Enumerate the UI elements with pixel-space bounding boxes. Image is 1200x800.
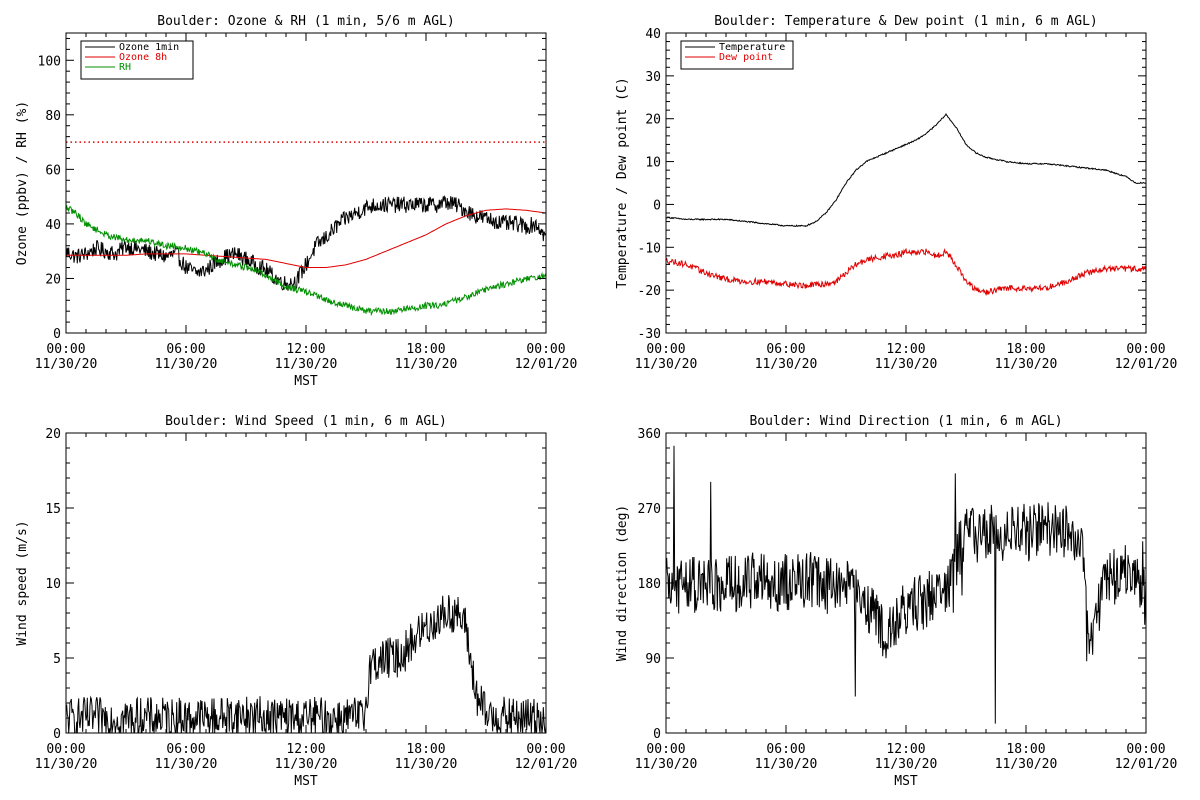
- y-tick-label: 20: [45, 272, 61, 287]
- series-line-dew-point: [666, 247, 1146, 297]
- y-tick-label: 0: [53, 727, 61, 742]
- x-tick-label: 12/01/20: [515, 757, 578, 772]
- x-tick-label: 18:00: [406, 742, 445, 757]
- y-tick-label: 40: [645, 27, 661, 42]
- y-tick-label: 90: [645, 652, 661, 667]
- x-tick-label: 12:00: [886, 342, 925, 357]
- series-line-trace: [66, 595, 546, 733]
- x-tick-label: 18:00: [1006, 742, 1045, 757]
- legend-entry: Ozone 1min: [119, 42, 179, 53]
- legend-entry: Temperature: [719, 42, 785, 53]
- x-tick-label: 11/30/20: [755, 757, 818, 772]
- legend-entry: Ozone 8h: [119, 52, 167, 63]
- x-axis-label: MST: [894, 774, 918, 789]
- y-axis-label: Ozone (ppbv) / RH (%): [15, 101, 30, 265]
- y-tick-label: 30: [645, 70, 661, 85]
- x-tick-label: 11/30/20: [875, 757, 938, 772]
- y-tick-label: 10: [45, 577, 61, 592]
- y-tick-label: 15: [45, 502, 61, 517]
- y-tick-label: 100: [38, 54, 61, 69]
- x-tick-label: 12/01/20: [515, 357, 578, 372]
- y-tick-label: 20: [645, 113, 661, 128]
- x-tick-label: 11/30/20: [635, 357, 698, 372]
- x-tick-label: 00:00: [646, 342, 685, 357]
- y-tick-label: 0: [53, 327, 61, 342]
- series-line-rh: [66, 204, 546, 317]
- x-tick-label: 11/30/20: [995, 357, 1058, 372]
- y-tick-label: -30: [638, 327, 661, 342]
- y-axis-label: Wind direction (deg): [615, 505, 630, 662]
- y-tick-label: -10: [638, 241, 661, 256]
- y-tick-label: 20: [45, 427, 61, 442]
- y-tick-label: 180: [638, 577, 661, 592]
- x-tick-label: 06:00: [166, 742, 205, 757]
- y-tick-label: 0: [653, 727, 661, 742]
- series-line-ozone-1min: [66, 194, 546, 291]
- chart-panel-ozone-rh: Boulder: Ozone & RH (1 min, 5/6 m AGL)00…: [15, 14, 577, 389]
- x-tick-label: 12/01/20: [1115, 757, 1178, 772]
- x-tick-label: 11/30/20: [875, 357, 938, 372]
- x-tick-label: 06:00: [766, 342, 805, 357]
- legend-entry: Dew point: [719, 52, 773, 63]
- x-tick-label: 00:00: [526, 742, 565, 757]
- x-tick-label: 12:00: [286, 342, 325, 357]
- y-tick-label: 80: [45, 109, 61, 124]
- y-tick-label: 5: [53, 652, 61, 667]
- x-axis-label: MST: [294, 774, 318, 789]
- chart-title: Boulder: Temperature & Dew point (1 min,…: [714, 14, 1098, 29]
- chart-panel-wind-dir: Boulder: Wind Direction (1 min, 6 m AGL)…: [615, 414, 1177, 789]
- chart-panel-temp-dew: Boulder: Temperature & Dew point (1 min,…: [615, 14, 1177, 372]
- y-tick-label: 40: [45, 218, 61, 233]
- x-tick-label: 00:00: [1126, 342, 1165, 357]
- x-tick-label: 11/30/20: [35, 757, 98, 772]
- series-line-ozone-8h: [66, 208, 546, 268]
- x-tick-label: 11/30/20: [755, 357, 818, 372]
- y-tick-label: 60: [45, 163, 61, 178]
- legend-box: [680, 40, 794, 70]
- y-tick-label: 360: [638, 427, 661, 442]
- x-tick-label: 11/30/20: [35, 357, 98, 372]
- y-tick-label: 270: [638, 502, 661, 517]
- y-axis-label: Wind speed (m/s): [15, 520, 30, 645]
- x-tick-label: 00:00: [46, 342, 85, 357]
- legend-entry: RH: [119, 62, 131, 73]
- x-tick-label: 06:00: [166, 342, 205, 357]
- x-tick-label: 12:00: [886, 742, 925, 757]
- legend-box: [80, 40, 194, 80]
- x-tick-label: 11/30/20: [155, 357, 218, 372]
- x-tick-label: 18:00: [406, 342, 445, 357]
- x-axis-label: MST: [294, 374, 318, 389]
- x-tick-label: 11/30/20: [275, 357, 338, 372]
- y-axis-label: Temperature / Dew point (C): [615, 77, 630, 288]
- y-tick-label: 0: [653, 198, 661, 213]
- x-tick-label: 11/30/20: [155, 757, 218, 772]
- x-tick-label: 00:00: [46, 742, 85, 757]
- y-tick-label: -20: [638, 284, 661, 299]
- x-tick-label: 00:00: [1126, 742, 1165, 757]
- x-tick-label: 11/30/20: [275, 757, 338, 772]
- plot-frame: [665, 32, 1147, 334]
- y-tick-label: 10: [645, 156, 661, 171]
- chart-panel-wind-speed: Boulder: Wind Speed (1 min, 6 m AGL) 00:0…: [15, 414, 577, 789]
- x-tick-label: 00:00: [526, 342, 565, 357]
- x-tick-label: 11/30/20: [395, 357, 458, 372]
- x-tick-label: 12:00: [286, 742, 325, 757]
- x-tick-label: 06:00: [766, 742, 805, 757]
- x-tick-label: 11/30/20: [995, 757, 1058, 772]
- series-line-temperature: [666, 112, 1146, 228]
- series-line-trace: [666, 445, 1146, 724]
- x-tick-label: 18:00: [1006, 342, 1045, 357]
- x-tick-label: 00:00: [646, 742, 685, 757]
- chart-title: Boulder: Ozone & RH (1 min, 5/6 m AGL): [157, 14, 454, 29]
- chart-title: Boulder: Wind Direction (1 min, 6 m AGL): [749, 414, 1062, 429]
- x-tick-label: 11/30/20: [395, 757, 458, 772]
- chart-title: Boulder: Wind Speed (1 min, 6 m AGL): [165, 414, 447, 429]
- x-tick-label: 12/01/20: [1115, 357, 1178, 372]
- x-tick-label: 11/30/20: [635, 757, 698, 772]
